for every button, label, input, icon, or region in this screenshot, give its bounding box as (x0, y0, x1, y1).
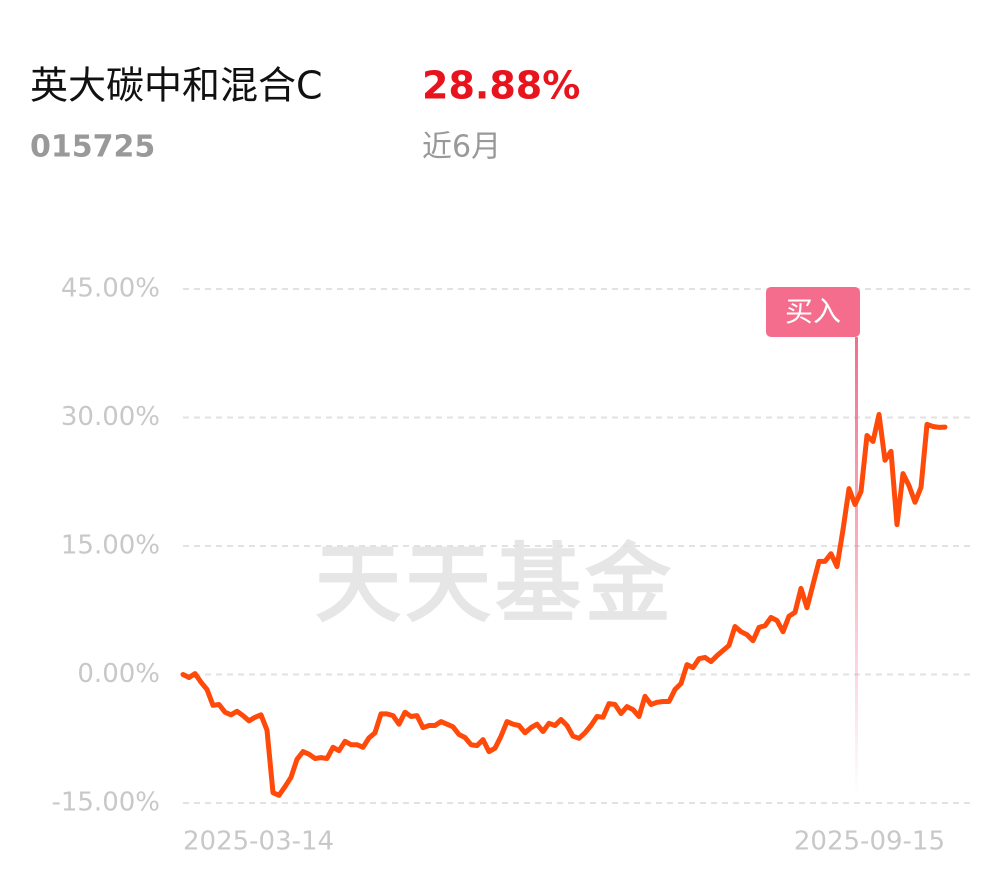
x-tick-label: 2025-09-15 (794, 827, 945, 857)
period: 近6月 (422, 130, 501, 165)
y-tick-label: -15.00% (51, 788, 160, 818)
y-tick-label: 45.00% (61, 274, 160, 304)
y-tick-label: 30.00% (61, 402, 160, 432)
line (180, 412, 948, 798)
buy-marker-label: 买入 (785, 295, 841, 328)
watermark: 天天基金 (315, 534, 675, 634)
fund-code: 015725 (30, 130, 155, 165)
y-tick-label: 0.00% (77, 659, 160, 689)
return: 28.88% (422, 64, 580, 108)
buy-marker-badge (766, 287, 860, 337)
y-tick-label: 15.00% (61, 531, 160, 561)
buy-marker-line (855, 337, 858, 797)
fund-name: 英大碳中和混合C (30, 64, 323, 108)
x-tick-label: 2025-03-14 (183, 827, 334, 857)
